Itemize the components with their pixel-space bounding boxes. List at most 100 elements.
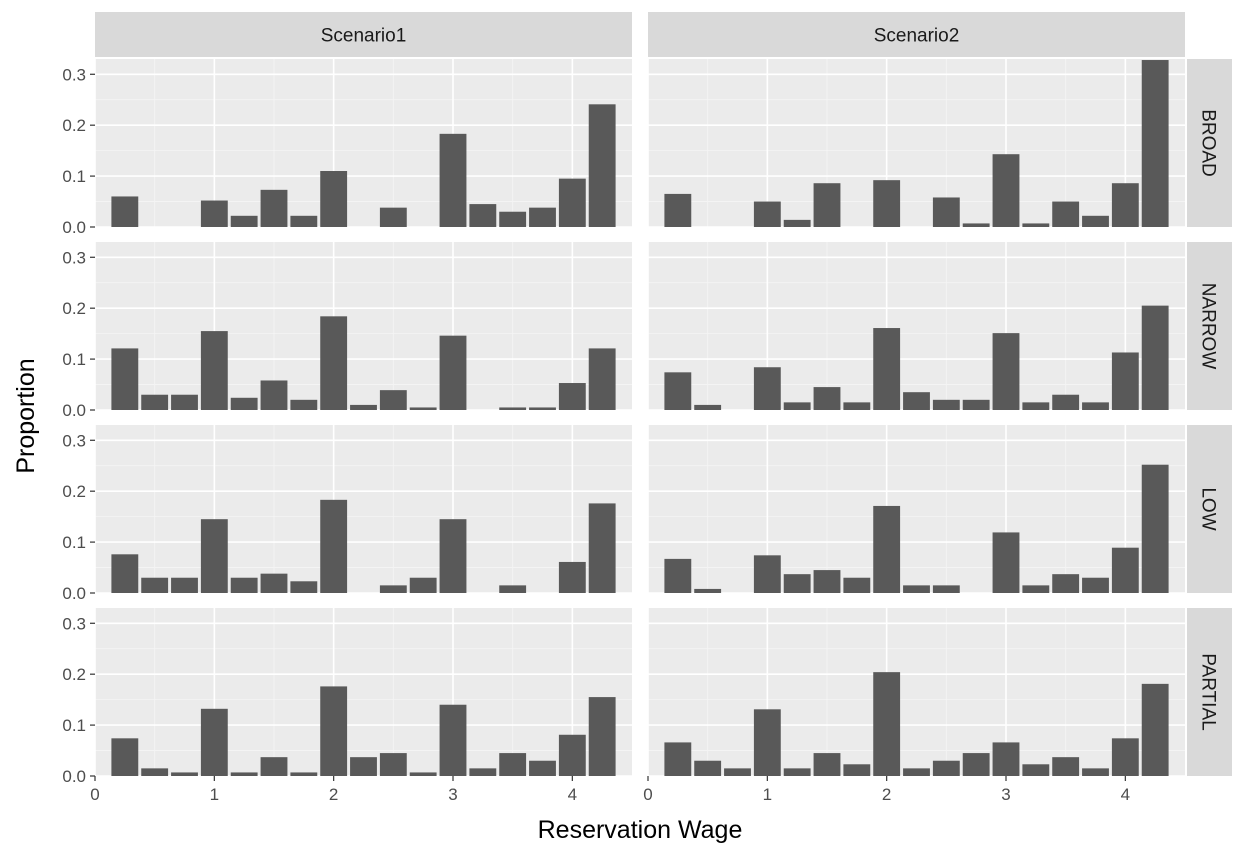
panel-scenario1-low bbox=[94, 425, 632, 594]
bar bbox=[529, 760, 556, 776]
bar bbox=[588, 697, 616, 776]
panel-scenario2-broad bbox=[647, 59, 1185, 228]
bar bbox=[1141, 464, 1169, 593]
bar bbox=[230, 215, 258, 227]
y-tick-label: 0.3 bbox=[62, 431, 86, 450]
panel-scenario2-partial bbox=[647, 608, 1185, 777]
bar bbox=[141, 768, 169, 776]
bar bbox=[962, 399, 990, 410]
bar bbox=[903, 392, 930, 410]
bar bbox=[379, 753, 407, 776]
bar bbox=[813, 753, 841, 776]
bar bbox=[230, 397, 258, 410]
y-tick-label: 0.0 bbox=[62, 767, 86, 786]
x-axis-title: Reservation Wage bbox=[538, 816, 743, 844]
panel-scenario2-narrow bbox=[647, 242, 1185, 411]
bar bbox=[200, 519, 228, 593]
bar bbox=[843, 764, 871, 776]
panel-scenario1-broad-background bbox=[95, 59, 632, 227]
bar bbox=[350, 757, 377, 776]
bar bbox=[379, 585, 407, 593]
bar bbox=[694, 404, 722, 410]
panel-scenario1-narrow bbox=[94, 242, 632, 411]
panel-scenario1-low-background bbox=[95, 425, 632, 593]
bar bbox=[992, 333, 1020, 410]
bar bbox=[1052, 394, 1080, 410]
strip-label-low: LOW bbox=[1198, 487, 1219, 530]
bar bbox=[783, 574, 811, 593]
panel-scenario2-low-background bbox=[648, 425, 1185, 593]
bar bbox=[290, 581, 318, 593]
strip-label-broad: BROAD bbox=[1198, 109, 1219, 177]
y-axis-title: Proportion bbox=[12, 358, 40, 473]
bar bbox=[1111, 183, 1139, 227]
bar bbox=[1022, 223, 1050, 227]
bar bbox=[499, 585, 527, 593]
bar bbox=[171, 577, 198, 593]
bar bbox=[111, 738, 139, 776]
bar bbox=[932, 197, 960, 227]
bar bbox=[529, 207, 556, 227]
bar bbox=[588, 503, 616, 593]
bar bbox=[439, 519, 467, 593]
x-tick-label: 4 bbox=[1121, 785, 1130, 804]
y-tick-label: 0.1 bbox=[62, 350, 86, 369]
bar bbox=[409, 772, 437, 776]
strip-scenario2 bbox=[648, 12, 1185, 57]
panel-scenario1-broad bbox=[94, 59, 632, 228]
strip-label-scenario2: Scenario2 bbox=[874, 26, 960, 47]
y-tick-label: 0.3 bbox=[62, 248, 86, 267]
y-tick-label: 0.2 bbox=[62, 665, 86, 684]
bar bbox=[409, 577, 437, 593]
panel-scenario1-narrow-background bbox=[95, 242, 632, 410]
strip-label-scenario1: Scenario1 bbox=[321, 26, 407, 47]
strip-broad bbox=[1187, 59, 1232, 227]
bar bbox=[588, 348, 616, 410]
bar bbox=[1052, 201, 1080, 227]
x-tick-label: 2 bbox=[882, 785, 891, 804]
bar bbox=[992, 154, 1020, 227]
bar bbox=[588, 104, 616, 227]
bar bbox=[141, 577, 169, 593]
strip-partial bbox=[1187, 608, 1232, 776]
bar bbox=[1022, 402, 1050, 410]
bar bbox=[1082, 577, 1109, 593]
bar bbox=[171, 772, 198, 776]
bar bbox=[843, 402, 871, 410]
bar bbox=[932, 399, 960, 410]
bar bbox=[1022, 585, 1050, 593]
x-tick-label: 3 bbox=[448, 785, 457, 804]
bar bbox=[843, 577, 871, 593]
bar bbox=[439, 335, 467, 410]
y-tick-label: 0.1 bbox=[62, 716, 86, 735]
bar bbox=[694, 588, 722, 593]
bar bbox=[992, 532, 1020, 593]
bar bbox=[260, 189, 288, 227]
bar bbox=[558, 383, 586, 410]
bar bbox=[200, 200, 228, 227]
bar bbox=[290, 215, 318, 227]
bar bbox=[813, 183, 841, 227]
x-tick-label: 1 bbox=[763, 785, 772, 804]
bar bbox=[753, 709, 781, 776]
bar bbox=[469, 204, 497, 227]
bar bbox=[230, 577, 258, 593]
bar bbox=[111, 348, 139, 410]
bar bbox=[350, 404, 377, 410]
bar bbox=[290, 772, 318, 776]
y-tick-label: 0.2 bbox=[62, 116, 86, 135]
panel-scenario2-low bbox=[647, 425, 1185, 594]
bar bbox=[783, 402, 811, 410]
bar bbox=[873, 672, 901, 776]
bar bbox=[230, 772, 258, 776]
strip-label-narrow: NARROW bbox=[1198, 283, 1219, 370]
bar bbox=[873, 180, 901, 227]
y-tick-label: 0.2 bbox=[62, 299, 86, 318]
bar bbox=[558, 178, 586, 227]
bar bbox=[1082, 402, 1109, 410]
bar bbox=[664, 742, 692, 776]
bar bbox=[111, 196, 139, 227]
bar bbox=[320, 171, 348, 227]
strip-label-partial: PARTIAL bbox=[1198, 653, 1219, 730]
